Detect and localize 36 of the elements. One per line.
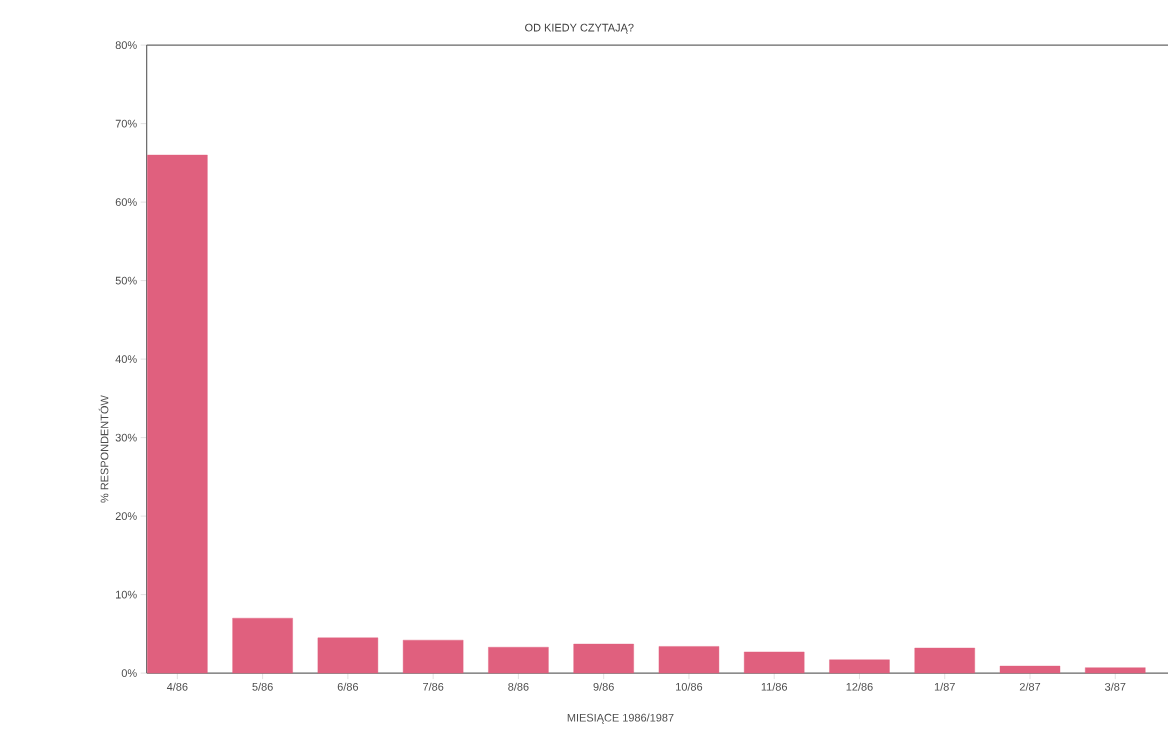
bar <box>573 643 634 674</box>
x-tick-label: 1/87 <box>934 682 955 691</box>
x-tick-label: 3/87 <box>1105 682 1126 691</box>
x-tick-label: 4/86 <box>166 682 188 691</box>
bar <box>317 637 379 674</box>
x-tick-label: 8/86 <box>508 682 529 691</box>
bar <box>1085 667 1146 674</box>
x-axis-title: MIESIĄCE 1986/1987 <box>567 713 674 724</box>
y-tick-label: 50% <box>115 276 137 285</box>
x-tick-label: 7/86 <box>423 682 444 691</box>
bar <box>488 647 549 674</box>
x-tick-label: 12/86 <box>846 682 873 691</box>
y-tick-label: 20% <box>115 512 137 520</box>
bar <box>829 659 890 674</box>
x-tick-label: 5/86 <box>252 682 273 691</box>
x-tick-label: 2/87 <box>1019 682 1041 691</box>
bar <box>744 651 805 674</box>
y-tick-label: 30% <box>115 433 137 442</box>
y-tick-label: 40% <box>115 355 137 364</box>
bar <box>147 154 208 674</box>
x-tick-label: 10/86 <box>676 682 703 691</box>
bar <box>658 646 720 674</box>
y-axis-title: % RESPONDENTÓW <box>98 395 109 503</box>
bar <box>232 617 293 674</box>
y-tick-label: 0% <box>121 669 137 677</box>
bar <box>914 647 975 674</box>
chart-title: OD KIEDY CZYTAJĄ? <box>525 23 634 34</box>
bar <box>402 639 464 674</box>
y-tick-label: 60% <box>115 198 137 207</box>
y-tick-label: 80% <box>115 41 137 50</box>
y-tick-label: 10% <box>116 590 137 599</box>
bar <box>999 665 1061 674</box>
x-tick-label: 6/86 <box>337 682 359 691</box>
x-tick-label: 11/86 <box>761 682 788 691</box>
y-tick-label: 70% <box>115 119 137 128</box>
x-tick-label: 9/86 <box>593 682 614 691</box>
